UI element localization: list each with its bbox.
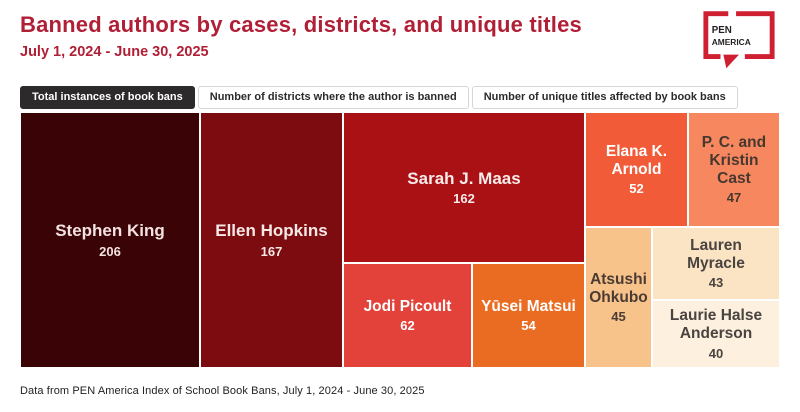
author-name-label: Stephen King [55,221,165,241]
author-name-label: Lauren Myracle [687,236,745,272]
ban-count-value: 62 [400,318,415,334]
ban-count-value: 206 [99,243,121,259]
pen-america-logo-tail [723,54,739,69]
tab-total-instances-of-book-bans[interactable]: Total instances of book bans [20,86,195,110]
author-name-label: Sarah J. Maas [407,168,521,188]
author-name-label: Atsushi Ohkubo [589,270,648,306]
ban-count-value: 54 [521,318,536,334]
tab-number-of-unique-titles-affected-by-book-bans[interactable]: Number of unique titles affected by book… [471,86,738,110]
treemap-tile-atsushi-ohkubo[interactable]: Atsushi Ohkubo 45 [584,226,652,368]
treemap-chart: Stephen King 206 Ellen Hopkins 167 Sarah J. … [20,112,780,368]
author-name-label: Elana K. Arnold [605,142,668,178]
pen-america-logo: PEN AMERICA [703,11,775,69]
pen-america-logo-line2: AMERICA [712,37,751,47]
treemap-tile-elana-k-arnold[interactable]: Elana K. Arnold 52 [584,112,688,227]
pen-america-logo-line1: PEN [712,25,732,36]
treemap-tile-lauren-myracle[interactable]: Lauren Myracle 43 [652,226,780,300]
author-name-label: Ellen Hopkins [215,221,328,241]
tab-number-of-districts-where-the-author-is-banned[interactable]: Number of districts where the author is … [197,86,469,110]
pen-america-logo-brackets [703,11,775,60]
treemap-tile-stephen-king[interactable]: Stephen King 206 [20,112,200,368]
treemap-tile-jodi-picoult[interactable]: Jodi Picoult 62 [343,262,472,368]
page-subtitle: July 1, 2024 - June 30, 2025 [20,44,209,60]
ban-count-value: 40 [708,345,724,361]
ban-count-value: 43 [708,275,724,291]
treemap-tile-p-c-and-kristin-cast[interactable]: P. C. and Kristin Cast 47 [687,112,780,227]
author-name-label: Yūsei Matsui [481,297,576,315]
treemap-tile-sarah-j-maas[interactable]: Sarah J. Maas 162 [343,112,585,263]
author-name-label: P. C. and Kristin Cast [701,133,767,188]
ban-count-value: 45 [611,309,626,325]
ban-count-value: 167 [260,243,283,259]
page-title: Banned authors by cases, districts, and … [20,12,582,37]
data-source-note: Data from PEN America Index of School Bo… [20,385,425,397]
ban-count-value: 52 [629,181,644,197]
treemap-tile-laurie-halse-anderson[interactable]: Laurie Halse Anderson 40 [652,300,780,368]
ban-count-value: 162 [453,191,475,207]
ban-count-value: 47 [726,190,742,206]
author-name-label: Jodi Picoult [363,297,452,315]
metric-tabbar: Total instances of book bans Number of di… [20,86,738,110]
author-name-label: Laurie Halse Anderson [669,307,763,343]
treemap-tile-ellen-hopkins[interactable]: Ellen Hopkins 167 [199,112,343,368]
treemap-tile-y-sei-matsui[interactable]: Yūsei Matsui 54 [471,262,585,368]
